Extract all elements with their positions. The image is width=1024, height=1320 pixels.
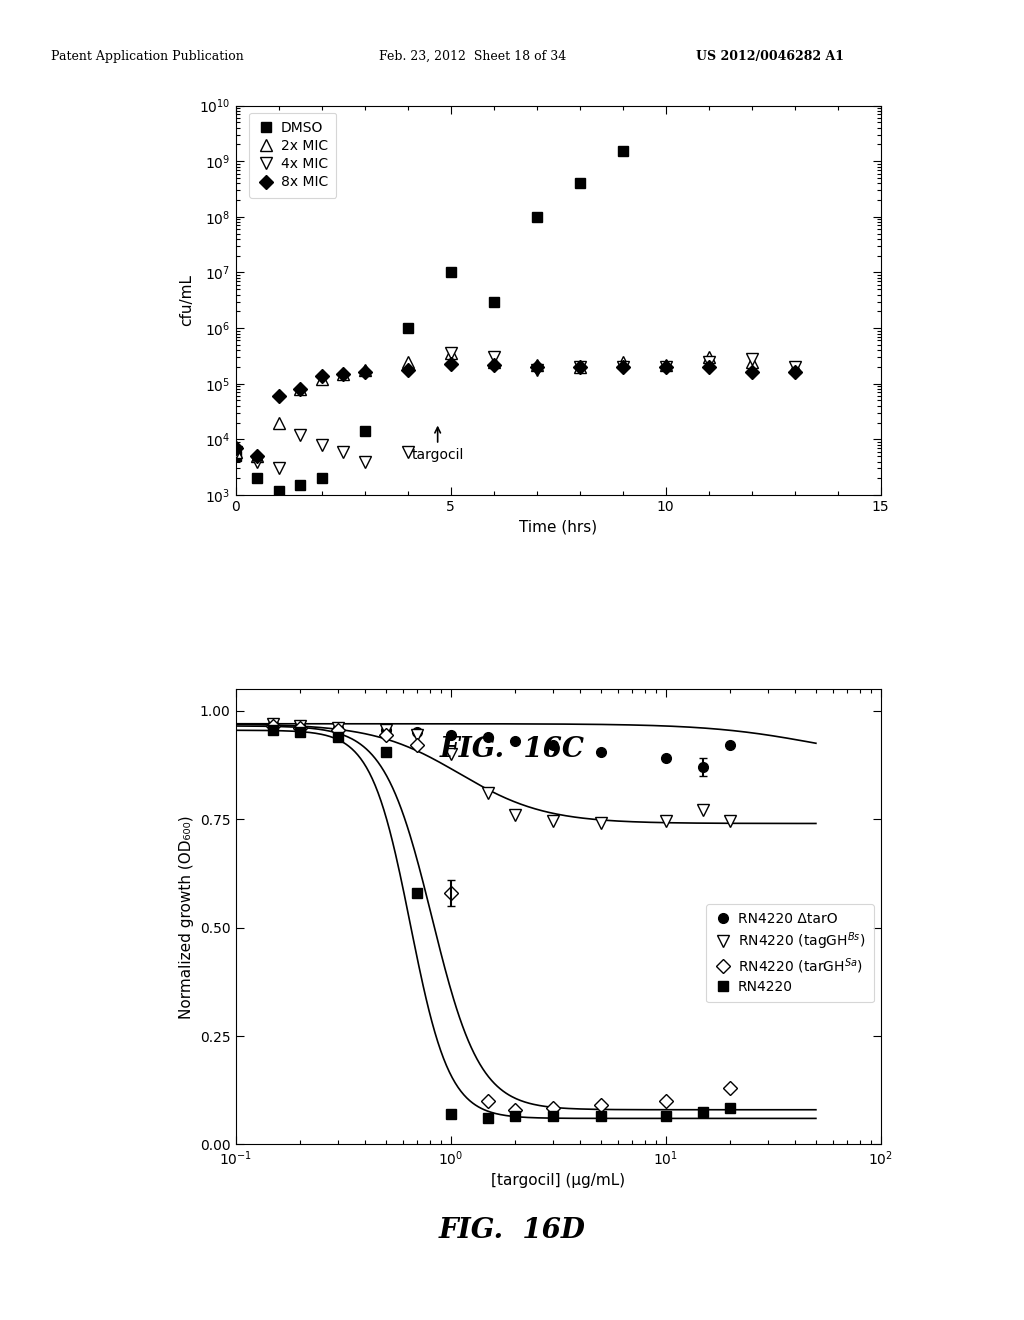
X-axis label: Time (hrs): Time (hrs) xyxy=(519,519,597,535)
Text: targocil: targocil xyxy=(412,428,464,462)
Legend: RN4220 ΔtarO, RN4220 (tagGH$^{Bs}$), RN4220 (tarGH$^{Sa}$), RN4220: RN4220 ΔtarO, RN4220 (tagGH$^{Bs}$), RN4… xyxy=(706,904,873,1002)
Legend: DMSO, 2x MIC, 4x MIC, 8x MIC: DMSO, 2x MIC, 4x MIC, 8x MIC xyxy=(249,112,337,198)
Text: FIG.  16D: FIG. 16D xyxy=(438,1217,586,1243)
Y-axis label: cfu/mL: cfu/mL xyxy=(178,275,194,326)
Text: FIG.  16C: FIG. 16C xyxy=(439,737,585,763)
X-axis label: [targocil] (μg/mL): [targocil] (μg/mL) xyxy=(492,1173,625,1188)
Y-axis label: Normalized growth (OD₆₀₀): Normalized growth (OD₆₀₀) xyxy=(179,814,195,1019)
Text: Feb. 23, 2012  Sheet 18 of 34: Feb. 23, 2012 Sheet 18 of 34 xyxy=(379,50,566,63)
Text: Patent Application Publication: Patent Application Publication xyxy=(51,50,244,63)
Text: US 2012/0046282 A1: US 2012/0046282 A1 xyxy=(696,50,845,63)
